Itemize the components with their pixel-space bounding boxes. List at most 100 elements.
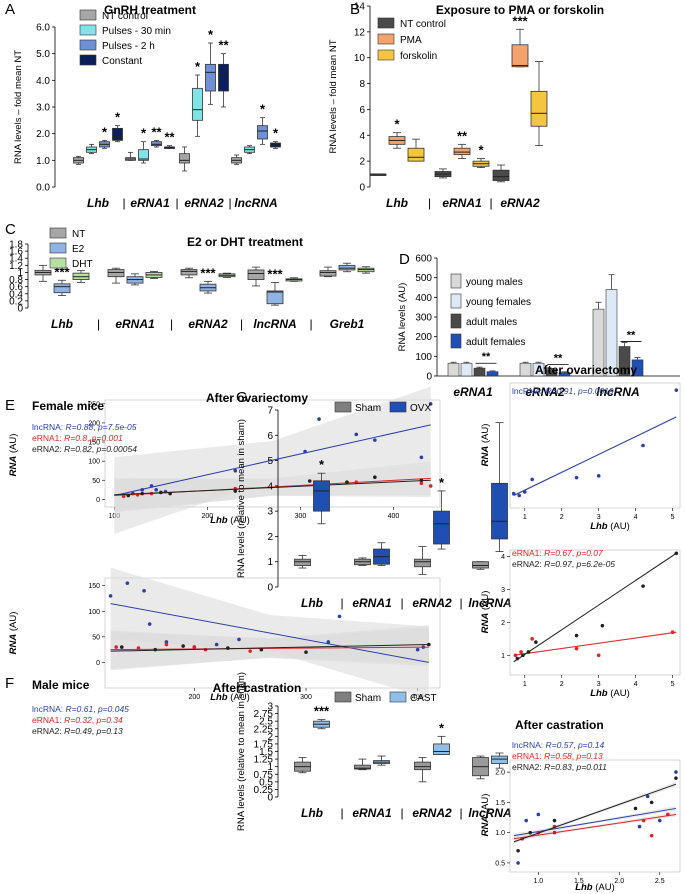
stats-r: R=0.49 bbox=[64, 726, 92, 736]
data-point bbox=[149, 491, 154, 496]
regression-line bbox=[513, 813, 677, 840]
group-label: Lhb bbox=[87, 196, 109, 210]
y-tick-label: 100 bbox=[88, 609, 100, 616]
stats-r: R=0.91 bbox=[546, 386, 574, 396]
data-point bbox=[233, 468, 238, 473]
data-point bbox=[114, 645, 118, 649]
legend-label: forskolin bbox=[400, 51, 437, 62]
x-axis-label-italic: Lhb bbox=[210, 515, 228, 526]
y-tick-label: 1.0 bbox=[36, 156, 50, 167]
data-point bbox=[428, 402, 433, 406]
stats-r: R=0.8 bbox=[64, 433, 87, 443]
stats-gene: eRNA1: bbox=[32, 433, 64, 443]
stats-p: p=0.34 bbox=[96, 715, 124, 725]
box bbox=[492, 169, 510, 181]
y-tick-label: 250 bbox=[88, 401, 100, 408]
significance-label: * bbox=[141, 126, 147, 141]
data-point bbox=[600, 623, 605, 628]
significance-label: ** bbox=[554, 353, 563, 365]
y-tick-label: 4 bbox=[267, 481, 273, 492]
group-label: eRNA1 bbox=[115, 317, 155, 331]
x-axis-label: Lhb (AU) bbox=[210, 692, 250, 703]
stats-sep: , bbox=[573, 740, 578, 750]
data-point bbox=[121, 494, 126, 499]
data-point bbox=[119, 645, 124, 649]
y-axis-label: RNA levels (relative to mean in sham) bbox=[236, 672, 247, 831]
x-axis-label: Lhb (AU) bbox=[575, 882, 615, 893]
data-point bbox=[649, 833, 654, 838]
group-label: lncRNA bbox=[468, 806, 511, 820]
regression-line bbox=[110, 603, 429, 663]
panel-label: A bbox=[5, 1, 15, 18]
regression-line bbox=[513, 552, 677, 663]
y-tick-label: 1 bbox=[17, 268, 23, 279]
group-label: eRNA1 bbox=[453, 385, 493, 399]
x-axis-label-suffix: (AU) bbox=[608, 521, 630, 532]
data-point bbox=[674, 388, 679, 392]
legend-label: adult males bbox=[466, 317, 517, 328]
y-axis-label-italic: RNA bbox=[8, 456, 19, 477]
x-tick-label: 5 bbox=[671, 681, 675, 688]
data-point bbox=[136, 646, 141, 650]
box bbox=[257, 125, 268, 140]
stats-r: R=0.88 bbox=[66, 422, 94, 432]
legend-swatch bbox=[79, 39, 97, 51]
stats-p: p=0.045 bbox=[97, 704, 129, 714]
box bbox=[205, 63, 216, 92]
panel-label: C bbox=[5, 221, 16, 238]
data-point bbox=[641, 443, 645, 448]
legend-label: NT control bbox=[102, 11, 148, 22]
y-tick-label: 3 bbox=[501, 587, 505, 594]
x-tick-label: 4 bbox=[634, 514, 638, 521]
y-axis-label-italic: RNA bbox=[480, 446, 491, 467]
chart-title: E2 or DHT treatment bbox=[187, 235, 303, 249]
chart-title: After castration bbox=[213, 681, 302, 695]
box bbox=[491, 482, 508, 540]
legend-swatch bbox=[450, 273, 462, 289]
data-point bbox=[126, 493, 131, 498]
plot-frame bbox=[509, 759, 681, 873]
significance-label: *** bbox=[267, 266, 283, 281]
box bbox=[414, 761, 431, 771]
y-tick-label: 0.6 bbox=[9, 282, 23, 293]
bar bbox=[486, 371, 499, 377]
data-point bbox=[574, 646, 579, 651]
group-label: eRNA2 bbox=[184, 196, 224, 210]
box bbox=[179, 153, 190, 164]
bar bbox=[473, 367, 486, 377]
legend-label: DHT bbox=[72, 259, 93, 270]
chart-title: GnRH treatment bbox=[104, 3, 196, 17]
y-tick-label: 4 bbox=[501, 554, 505, 561]
y-axis-label-italic: RNA bbox=[480, 816, 491, 837]
x-axis-label-suffix: (AU) bbox=[608, 688, 630, 699]
stats-label: eRNA1: R=0.67, p=0.07 bbox=[512, 548, 603, 558]
group-separator: | bbox=[489, 196, 492, 210]
data-point bbox=[513, 653, 518, 658]
regression-line bbox=[513, 783, 677, 843]
plot-frame bbox=[509, 549, 681, 676]
y-axis-label-suffix: (AU) bbox=[8, 434, 19, 456]
data-point bbox=[415, 647, 420, 652]
group-label: eRNA1 bbox=[442, 196, 482, 210]
data-point bbox=[237, 637, 241, 642]
box bbox=[407, 147, 425, 162]
y-tick-label: 1.4 bbox=[9, 254, 23, 265]
stats-gene: eRNA1: bbox=[512, 548, 544, 558]
x-axis-label: Lhb (AU) bbox=[590, 688, 630, 699]
y-tick-label: 0 bbox=[96, 660, 100, 667]
data-point bbox=[168, 491, 172, 496]
x-tick-label: 1 bbox=[523, 681, 527, 688]
box bbox=[433, 743, 450, 755]
stats-label: lncRNA: R=0.61, p=0.045 bbox=[32, 704, 129, 714]
x-tick-label: 2 bbox=[560, 681, 564, 688]
y-tick-label: 5.0 bbox=[36, 49, 50, 60]
box bbox=[218, 63, 229, 92]
group-separator: | bbox=[340, 596, 343, 610]
group-separator: | bbox=[459, 806, 462, 820]
y-tick-label: 2 bbox=[267, 532, 273, 543]
x-tick-label: 5 bbox=[671, 514, 675, 521]
box bbox=[112, 127, 123, 141]
y-tick-label: 0.25 bbox=[254, 785, 274, 796]
stats-gene: lncRNA: bbox=[512, 386, 546, 396]
